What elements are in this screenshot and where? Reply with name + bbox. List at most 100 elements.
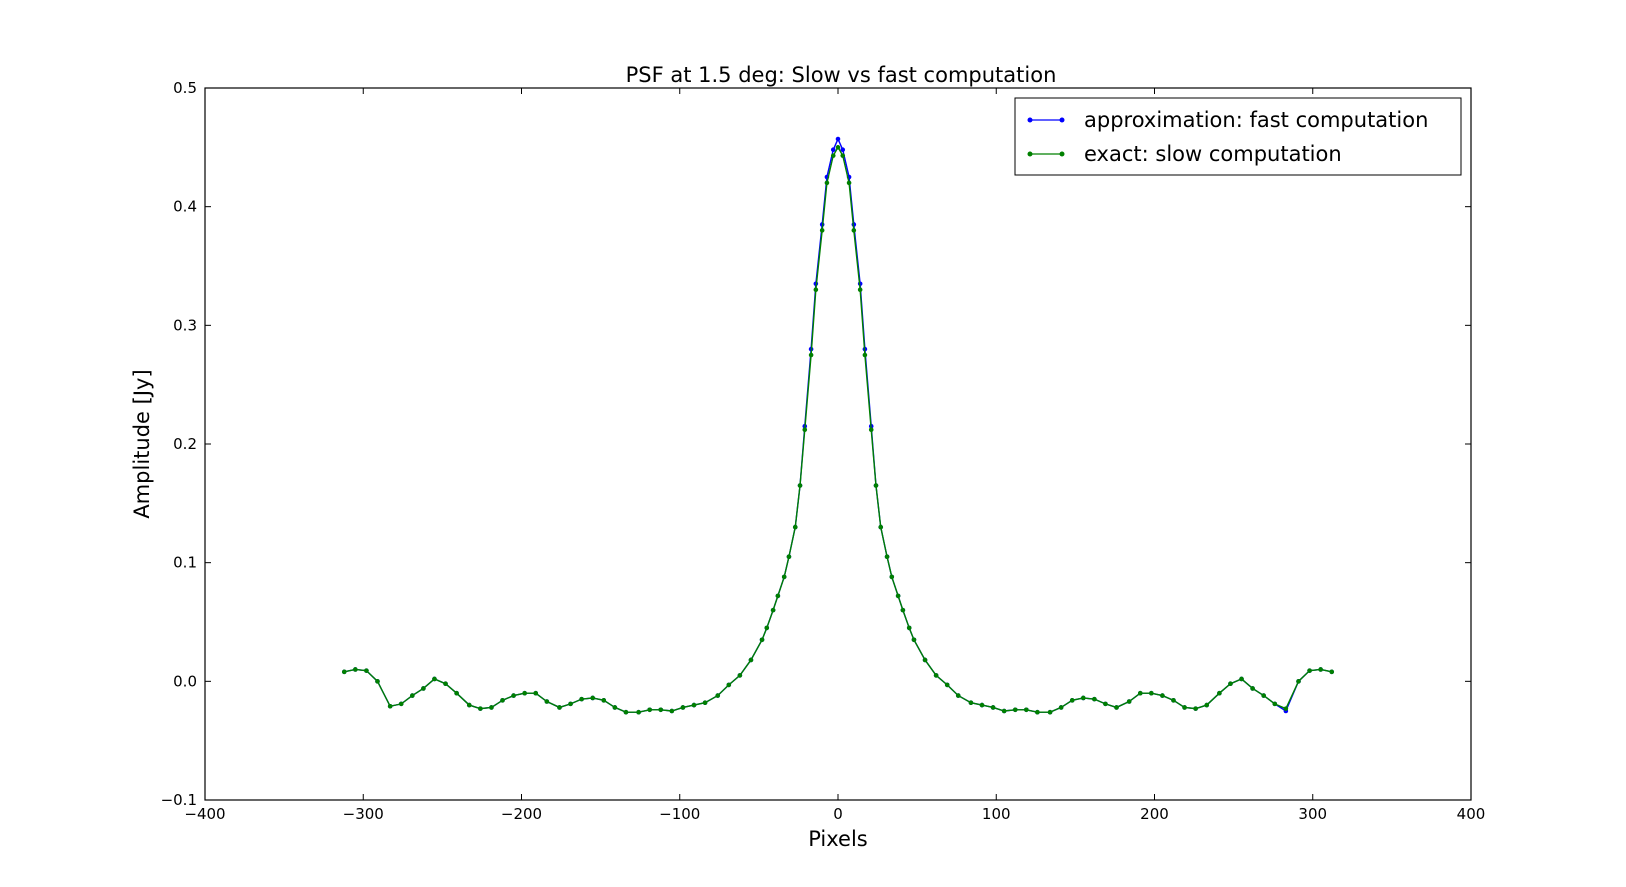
series-1-point bbox=[1193, 706, 1198, 711]
series-0-point bbox=[835, 136, 841, 142]
series-1-point bbox=[636, 709, 641, 715]
series-1-point bbox=[737, 673, 743, 678]
y-tick-label: 0.1 bbox=[173, 554, 197, 572]
series-1-point bbox=[1228, 681, 1233, 687]
series-1-point bbox=[341, 669, 347, 675]
x-tick-label: 200 bbox=[1140, 805, 1169, 823]
series-1-point bbox=[1103, 701, 1108, 707]
series-1-point bbox=[900, 607, 906, 613]
series-layer bbox=[341, 136, 1335, 715]
series-1-point bbox=[922, 657, 928, 663]
series-1-point bbox=[819, 228, 825, 233]
series-1-point bbox=[410, 693, 415, 698]
series-1-point bbox=[873, 483, 879, 488]
y-tick-label: 0.5 bbox=[173, 79, 197, 97]
series-1-point bbox=[544, 699, 550, 704]
series-1-point bbox=[979, 702, 985, 708]
series-1-point bbox=[1204, 702, 1210, 708]
legend-marker-approximation-right bbox=[1059, 117, 1065, 123]
series-1-point bbox=[786, 554, 792, 560]
x-tick-label: −100 bbox=[659, 805, 700, 823]
legend-box bbox=[1014, 97, 1462, 176]
series-1-point bbox=[933, 673, 939, 678]
series-1-point bbox=[944, 682, 950, 688]
series-1-point bbox=[568, 701, 573, 707]
series-1-point bbox=[1001, 708, 1007, 714]
x-tick-label: −400 bbox=[184, 805, 225, 823]
series-1-point bbox=[1080, 695, 1086, 701]
series-1-point bbox=[748, 657, 754, 663]
x-tick-label: 300 bbox=[1298, 805, 1327, 823]
legend-marker-exact-right bbox=[1059, 151, 1065, 157]
y-tick-label: 0.4 bbox=[173, 198, 197, 216]
series-1-point bbox=[1035, 709, 1040, 715]
series-1-point bbox=[421, 686, 426, 691]
x-tick-label: 400 bbox=[1457, 805, 1486, 823]
series-1-point bbox=[715, 693, 721, 698]
series-1-point bbox=[955, 693, 961, 698]
series-1-point bbox=[835, 145, 841, 150]
series-1-point bbox=[889, 574, 895, 580]
series-1-point bbox=[775, 593, 781, 599]
series-1-point bbox=[1296, 679, 1301, 684]
series-1-point bbox=[792, 524, 798, 530]
series-1-point bbox=[579, 696, 584, 702]
series-1-point bbox=[1261, 693, 1266, 698]
series-1-point bbox=[884, 554, 890, 560]
series-1-point bbox=[398, 701, 404, 707]
x-tick-label: 0 bbox=[833, 805, 843, 823]
series-1-point bbox=[878, 524, 884, 530]
y-tick-label: 0.0 bbox=[173, 672, 197, 690]
series-1-point bbox=[968, 700, 974, 705]
series-1 bbox=[341, 145, 1335, 715]
series-0-point bbox=[830, 147, 836, 153]
series-1-point bbox=[1126, 699, 1132, 704]
series-1-point bbox=[443, 681, 448, 687]
series-1-point bbox=[840, 153, 846, 158]
series-1-point bbox=[375, 679, 380, 684]
series-1-point bbox=[1092, 696, 1097, 702]
y-axis-label: Amplitude [Jy] bbox=[130, 369, 154, 518]
series-1-point bbox=[895, 593, 901, 599]
series-1-point bbox=[846, 180, 852, 186]
series-1-point bbox=[1069, 698, 1075, 703]
series-1-point bbox=[808, 352, 814, 358]
series-1-point bbox=[764, 625, 770, 631]
series-1-point bbox=[1024, 707, 1029, 713]
x-tick-label: −300 bbox=[343, 805, 384, 823]
series-1-point bbox=[802, 427, 808, 433]
series-1-point bbox=[691, 702, 697, 708]
legend-label-approximation: approximation: fast computation bbox=[1084, 108, 1428, 132]
y-tick-label: −0.1 bbox=[161, 791, 197, 809]
series-1-point bbox=[669, 708, 675, 714]
series-1-point bbox=[1058, 705, 1064, 710]
series-1-point bbox=[1149, 690, 1154, 696]
series-1-point bbox=[590, 695, 596, 701]
series-1-point bbox=[466, 702, 472, 708]
series-1-point bbox=[658, 707, 664, 713]
series-1-point bbox=[781, 574, 787, 580]
series-1-point bbox=[1217, 690, 1222, 696]
series-1-point bbox=[478, 706, 483, 711]
series-1-point bbox=[990, 705, 996, 710]
y-axis-ticks: −0.1 0.0 0.1 0.2 0.3 0.4 0.5 bbox=[161, 79, 1471, 809]
series-1-point bbox=[1283, 706, 1289, 711]
series-1-point bbox=[533, 690, 539, 696]
series-1-point bbox=[824, 180, 830, 186]
series-1-point bbox=[797, 483, 803, 488]
legend-marker-approximation-left bbox=[1027, 117, 1033, 123]
series-1-point bbox=[813, 287, 819, 293]
series-1-point bbox=[1114, 705, 1119, 710]
chart-title: PSF at 1.5 deg: Slow vs fast computation bbox=[626, 63, 1057, 87]
series-1-point bbox=[1171, 698, 1176, 703]
series-1-point bbox=[1307, 668, 1312, 673]
series-1-point bbox=[851, 228, 857, 233]
series-1-point bbox=[862, 352, 868, 358]
legend-label-exact: exact: slow computation bbox=[1084, 142, 1342, 166]
series-1-point bbox=[1250, 686, 1255, 691]
series-1-point bbox=[623, 709, 629, 715]
series-1-point bbox=[1272, 701, 1278, 707]
series-1-point bbox=[387, 703, 393, 709]
series-1-point bbox=[1012, 707, 1018, 713]
series-1-point bbox=[557, 705, 562, 710]
